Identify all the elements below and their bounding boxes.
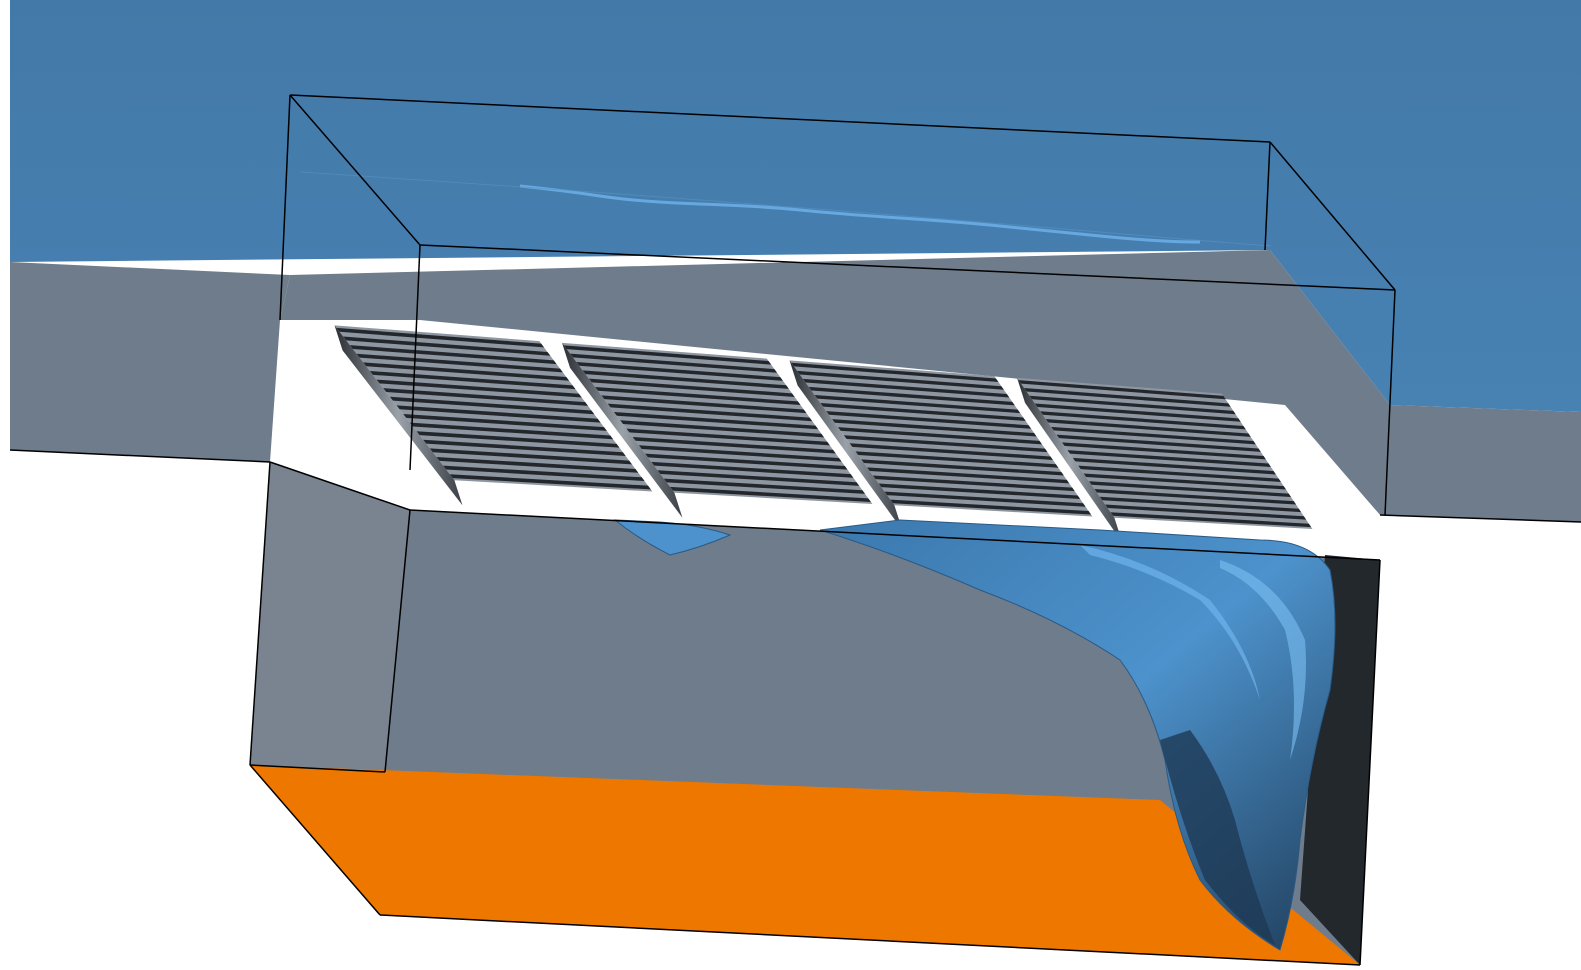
grating-fin <box>789 360 903 531</box>
water-ripple <box>299 171 1271 247</box>
grating-slot <box>1099 496 1302 513</box>
grating-slot <box>449 474 651 490</box>
grating-slot <box>349 345 557 365</box>
ground-plane <box>9 250 1581 523</box>
grating-slot <box>1061 442 1266 460</box>
water-surface <box>10 0 1581 412</box>
grating-slot <box>336 327 545 348</box>
grating-slot <box>826 411 1032 429</box>
grating-slot <box>576 362 783 381</box>
water-ripple <box>519 184 1201 244</box>
grating-slot <box>878 483 1081 499</box>
grating-slot <box>595 386 801 406</box>
ground-back <box>280 250 1581 522</box>
grating-fin <box>334 325 463 506</box>
grating-slot <box>423 439 626 456</box>
grating-slot <box>1018 380 1226 400</box>
ground-edge <box>1379 514 1581 523</box>
grating-slot <box>620 420 824 438</box>
grating-slot <box>797 370 1004 390</box>
grating-slot <box>403 413 607 431</box>
grating-slot <box>663 478 866 494</box>
grating-slot <box>651 461 854 478</box>
ground-edge <box>9 449 271 463</box>
grating-slot <box>383 388 588 406</box>
grating-slot <box>802 378 1010 398</box>
grating-slot <box>582 370 789 389</box>
grating-slot <box>1083 473 1286 490</box>
grating-slot <box>814 394 1021 414</box>
grating-inlet <box>334 325 1313 543</box>
grating-section <box>789 360 1093 531</box>
grating-slot <box>657 470 860 486</box>
grating-slot <box>884 491 1086 507</box>
grating-slot <box>1078 465 1281 482</box>
grating-slot <box>1056 434 1261 452</box>
grating-slot <box>1067 450 1271 467</box>
plume-highlight <box>1080 545 1260 700</box>
grating-slot <box>843 435 1048 453</box>
grating-slot <box>1029 395 1236 415</box>
grating-fin <box>1017 377 1123 543</box>
grating-slot <box>632 436 836 454</box>
grating-slot <box>1110 512 1312 528</box>
water-surface-plane <box>10 0 1581 412</box>
grating-slot <box>1094 488 1297 505</box>
grating-slot <box>416 431 620 448</box>
grating-slot <box>855 451 1059 468</box>
channel-left-face <box>250 462 410 772</box>
grating-slot <box>837 427 1042 445</box>
grating-slot <box>872 475 1075 492</box>
grating-slot <box>1088 481 1292 498</box>
grating-slot <box>670 486 871 502</box>
plume-small <box>613 519 732 556</box>
ground-left <box>10 262 290 462</box>
grating-slot <box>1045 419 1251 437</box>
grating-slot <box>638 445 842 462</box>
grating-slot <box>588 378 795 397</box>
grating-slot <box>1034 403 1241 422</box>
plume-highlight <box>1220 560 1306 760</box>
grating-slot <box>1051 426 1256 445</box>
grating-slot <box>443 465 645 482</box>
grating-slot <box>396 405 601 423</box>
grating-slot <box>376 379 582 398</box>
grating-slot <box>890 499 1092 515</box>
grating-section <box>562 342 873 518</box>
grating-slot <box>626 428 830 446</box>
grating-slot <box>1040 411 1246 430</box>
grating-slot <box>570 353 778 373</box>
grating-slot <box>389 396 595 415</box>
grating-slot <box>613 411 819 430</box>
grating-slot <box>867 467 1070 484</box>
grating-section <box>1017 377 1313 543</box>
grating-slot <box>369 370 576 390</box>
grating-slot <box>601 395 807 414</box>
grating-slot <box>343 336 551 356</box>
grating-slot <box>356 353 563 373</box>
grating-slot <box>1105 504 1307 520</box>
grating-slot <box>832 419 1037 437</box>
grating-fin <box>562 342 683 518</box>
bounding-box <box>249 94 1396 966</box>
channel-bottom <box>250 765 1360 965</box>
grating-slot <box>808 386 1015 406</box>
grating-slot <box>409 422 614 440</box>
grating-slot <box>820 403 1026 421</box>
grating-slot <box>1072 457 1276 475</box>
grating-slot <box>607 403 813 422</box>
grating-slot <box>563 345 772 365</box>
grating-slot <box>429 448 632 465</box>
grating-slot <box>791 362 999 382</box>
water-plume <box>613 519 1336 951</box>
grating-slot <box>436 457 639 473</box>
grating-slot <box>849 443 1053 460</box>
grating-slot <box>861 459 1064 476</box>
grating-slot <box>645 453 848 470</box>
plume-shadow <box>1160 730 1275 945</box>
grating-slot <box>1024 387 1231 407</box>
